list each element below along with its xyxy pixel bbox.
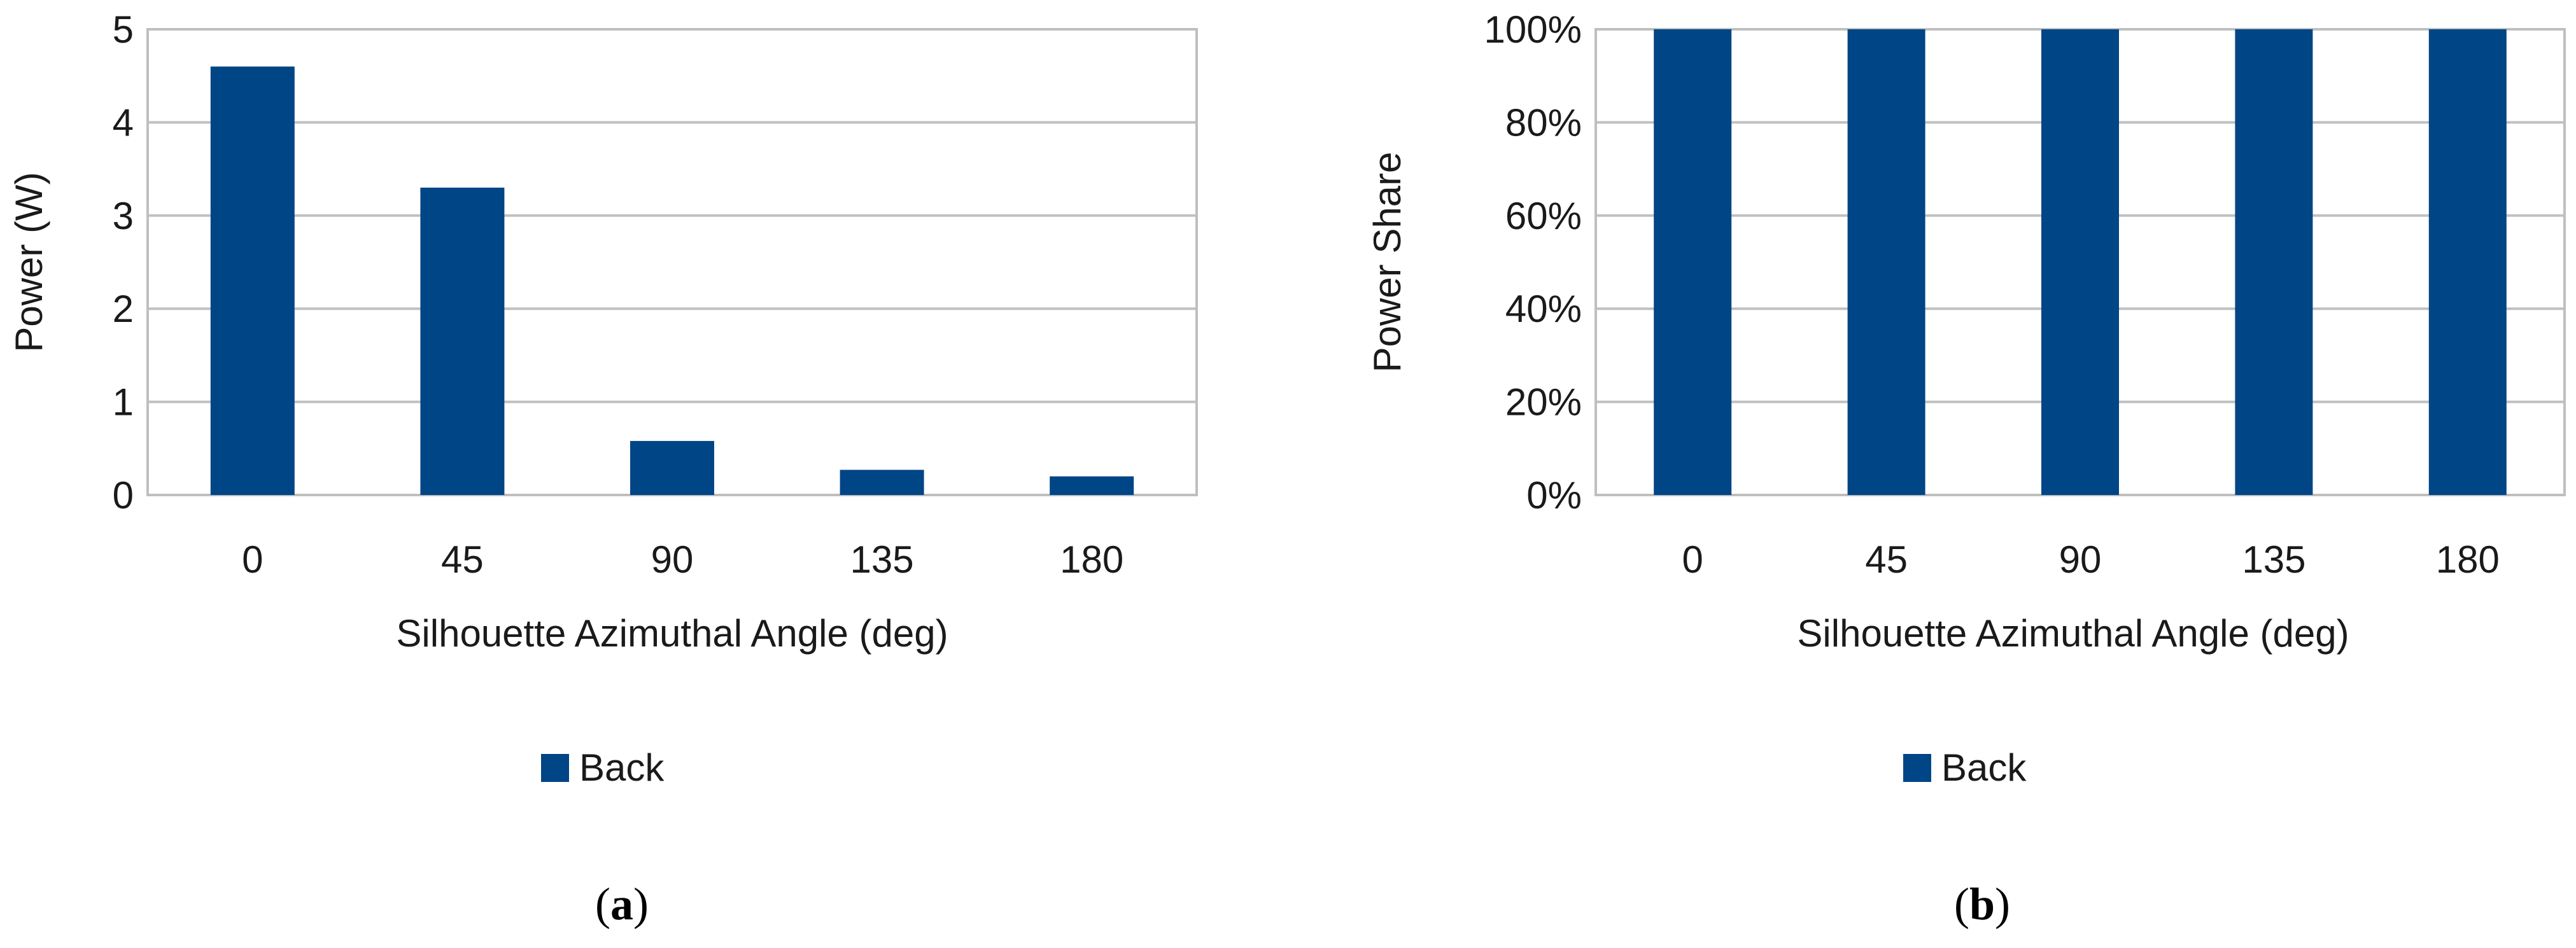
y-axis-title: Power Share — [1366, 152, 1409, 373]
y-tick-label: 5 — [113, 8, 134, 51]
x-tick-label: 45 — [441, 538, 484, 581]
legend: Back — [1903, 746, 2027, 789]
x-tick-label: 135 — [2242, 538, 2305, 581]
x-tick-label: 45 — [1865, 538, 1908, 581]
x-tick-label: 0 — [1682, 538, 1703, 581]
x-tick-labels: 0 45 90 135 180 — [1682, 538, 2500, 581]
y-tick-labels: 0% 20% 40% 60% 80% 100% — [1484, 8, 1582, 517]
x-tick-label: 0 — [242, 538, 263, 581]
legend-swatch — [1903, 754, 1931, 782]
y-tick-label: 60% — [1505, 195, 1582, 237]
x-tick-label: 90 — [651, 538, 694, 581]
x-tick-label: 135 — [850, 538, 914, 581]
y-tick-label: 80% — [1505, 101, 1582, 144]
panel-label: (a) — [595, 879, 649, 930]
bar — [1050, 476, 1134, 495]
bar — [2041, 29, 2119, 495]
y-tick-label: 40% — [1505, 288, 1582, 330]
chart-power-share: 0% 20% 40% 60% 80% 100% 0 45 90 135 180 Power Sha… — [1366, 8, 2566, 930]
x-axis-title: Silhouette Azimuthal Angle (deg) — [396, 612, 948, 655]
bar — [2428, 29, 2507, 495]
x-tick-label: 90 — [2059, 538, 2102, 581]
y-tick-labels: 0 1 2 3 4 5 — [113, 8, 134, 517]
y-tick-label: 2 — [113, 288, 134, 330]
y-axis-title: Power (W) — [8, 172, 50, 352]
gridlines — [148, 121, 1197, 403]
bar — [210, 66, 295, 495]
x-tick-label: 180 — [1060, 538, 1123, 581]
y-tick-label: 20% — [1505, 381, 1582, 424]
y-tick-label: 100% — [1484, 8, 1582, 51]
y-tick-label: 0 — [113, 474, 134, 517]
bar — [1654, 29, 1732, 495]
x-axis-title: Silhouette Azimuthal Angle (deg) — [1797, 612, 2349, 655]
bar — [840, 470, 924, 495]
legend: Back — [541, 746, 665, 789]
y-tick-label: 4 — [113, 101, 134, 144]
bars — [1654, 29, 2507, 495]
y-tick-label: 0% — [1526, 474, 1582, 517]
y-tick-label: 1 — [113, 381, 134, 424]
bar — [420, 187, 505, 495]
x-tick-labels: 0 45 90 135 180 — [242, 538, 1123, 581]
bars — [210, 66, 1134, 495]
bar — [2235, 29, 2313, 495]
legend-label: Back — [1941, 746, 2027, 789]
bar — [1847, 29, 1925, 495]
bar — [630, 441, 714, 495]
legend-label: Back — [579, 746, 665, 789]
panel-label: (b) — [1954, 879, 2010, 930]
y-tick-label: 3 — [113, 195, 134, 237]
legend-swatch — [541, 754, 569, 782]
x-tick-label: 180 — [2436, 538, 2500, 581]
plot-frame — [146, 28, 1198, 496]
